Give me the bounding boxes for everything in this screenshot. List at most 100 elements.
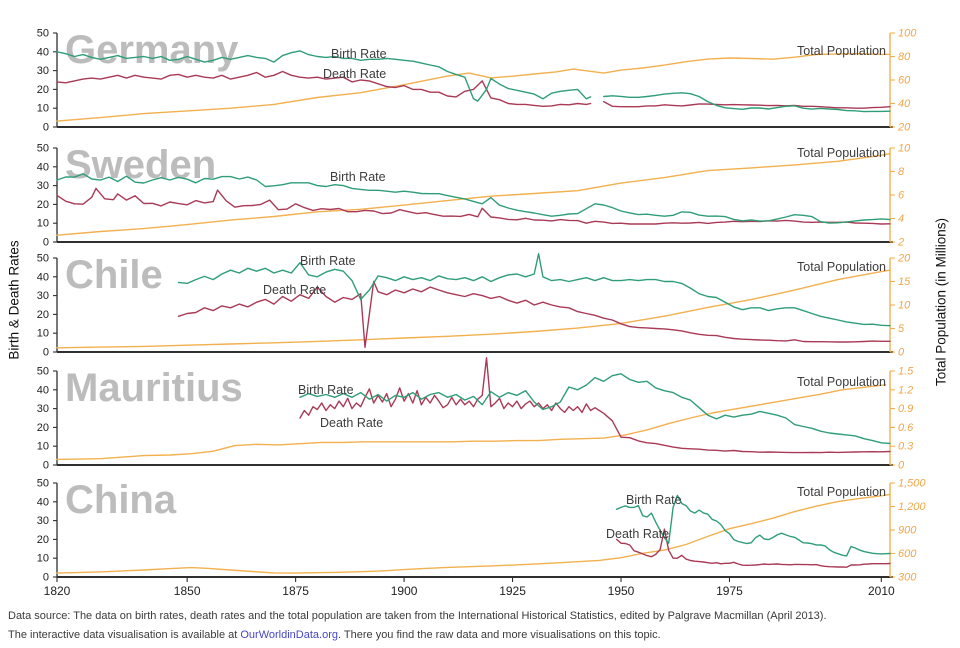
left-tick-label: 30 (37, 290, 49, 302)
right-tick-label: 6 (898, 190, 905, 202)
country-title: China (65, 478, 177, 522)
population-line (56, 269, 891, 349)
total-population-label: Total Population (797, 485, 886, 499)
birth-rate-line (56, 50, 592, 102)
total-population-label: Total Population (797, 146, 886, 160)
left-tick-label: 10 (37, 553, 49, 565)
panel-sweden: Sweden 0 10 20 30 40 50 2 4 6 8 10 Birth Rate Total P… (37, 143, 911, 249)
population-line (56, 493, 891, 574)
right-tick-label: 2 (897, 237, 904, 249)
x-tick-label: 1900 (391, 584, 418, 598)
right-tick-label: 900 (898, 525, 917, 537)
x-tick-label: 2010 (868, 584, 895, 598)
right-tick-label: 1.2 (898, 384, 913, 396)
left-tick-label: 10 (37, 441, 49, 453)
death-rate-line (56, 187, 891, 225)
right-tick-label: 5 (898, 323, 905, 335)
total-population-label: Total Population (797, 44, 886, 58)
death-rate-label: Death Rate (606, 527, 669, 541)
left-tick-label: 30 (37, 403, 49, 415)
country-title: Sweden (65, 143, 216, 187)
left-tick-label: 0 (43, 460, 49, 472)
right-tick-label: 15 (898, 276, 911, 288)
country-title: Chile (65, 253, 163, 297)
left-tick-label: 50 (37, 478, 49, 490)
right-tick-label: 60 (898, 75, 911, 87)
x-tick-label: 1950 (608, 584, 635, 598)
panel-chile: Chile 0 10 20 30 40 50 0 5 10 15 20 Birth Rate Death … (37, 253, 911, 359)
death-rate-label: Death Rate (323, 67, 386, 81)
right-tick-label: 40 (898, 98, 911, 110)
death-rate-line (56, 70, 592, 108)
availability-note: The interactive data visualisation is av… (8, 629, 661, 641)
left-tick-label: 10 (37, 103, 49, 115)
footer: Data source: The data on birth rates, de… (8, 607, 827, 645)
left-tick-label: 10 (37, 218, 49, 230)
left-tick-label: 30 (37, 515, 49, 527)
right-tick-label: 80 (898, 51, 911, 63)
left-tick-label: 50 (37, 143, 49, 155)
right-tick-label: 20 (897, 253, 911, 265)
right-tick-label: 10 (898, 300, 911, 312)
left-tick-label: 20 (37, 422, 49, 434)
left-tick-label: 0 (43, 237, 49, 249)
left-tick-label: 50 (37, 253, 49, 265)
x-tick-label: 1925 (499, 584, 526, 598)
left-tick-label: 40 (37, 161, 49, 173)
x-tick-label: 1820 (44, 584, 71, 598)
right-tick-label: 1.5 (898, 366, 914, 378)
right-tick-label: 1,200 (898, 501, 926, 513)
birth-rate-line (177, 252, 891, 327)
population-line (56, 152, 891, 236)
right-tick-label: 300 (898, 572, 917, 584)
left-tick-label: 40 (37, 271, 49, 283)
left-tick-label: 0 (43, 347, 49, 359)
right-tick-label: 0.6 (898, 422, 914, 434)
left-tick-label: 50 (37, 28, 49, 40)
left-tick-label: 30 (37, 65, 49, 77)
birth-rate-label: Birth Rate (626, 493, 682, 507)
left-tick-label: 20 (37, 84, 49, 96)
x-tick-label: 1975 (716, 584, 743, 598)
ourworldindata-link[interactable]: OurWorldinData.org (240, 629, 338, 641)
right-tick-label: 0.3 (898, 441, 914, 453)
right-tick-label: 4 (898, 213, 904, 225)
left-tick-label: 20 (37, 199, 49, 211)
panel-mauritius: Mauritius 0 10 20 30 40 50 0 0.3 0.6 0.9 1.2 1.5 Birt… (37, 357, 914, 472)
total-population-label: Total Population (797, 260, 886, 274)
x-tick-label: 1875 (282, 584, 309, 598)
birth-rate-line (299, 373, 891, 445)
right-tick-label: 1,500 (898, 478, 926, 490)
right-tick-label: 0.9 (898, 403, 913, 415)
country-title: Mauritius (65, 366, 243, 410)
left-tick-label: 50 (37, 366, 49, 378)
left-tick-label: 20 (37, 309, 49, 321)
birth-rate-line (56, 173, 891, 224)
population-line (56, 53, 891, 122)
birth-rate-label: Birth Rate (330, 170, 386, 184)
death-rate-line (299, 357, 891, 454)
left-tick-label: 0 (43, 572, 49, 584)
left-tick-label: 40 (37, 46, 49, 58)
death-rate-line (177, 280, 891, 349)
panel-china: China 0 10 20 30 40 50 300 600 900 1,200 1,500 Birth… (37, 478, 927, 599)
population-line (56, 384, 887, 461)
right-tick-label: 20 (897, 122, 911, 134)
right-tick-label: 600 (898, 548, 917, 560)
death-rate-line (616, 528, 891, 568)
right-tick-label: 0 (898, 347, 905, 359)
data-source-note: Data source: The data on birth rates, de… (8, 610, 827, 622)
death-rate-line (603, 100, 891, 109)
left-tick-label: 40 (37, 496, 49, 508)
right-tick-label: 100 (898, 28, 917, 40)
x-tick-label: 1850 (174, 584, 201, 598)
left-tick-label: 10 (37, 328, 49, 340)
birth-rate-line (603, 92, 891, 113)
death-rate-label: Death Rate (320, 416, 383, 430)
death-rate-label: Death Rate (263, 283, 326, 297)
birth-rate-label: Birth Rate (331, 47, 387, 61)
right-tick-label: 10 (898, 143, 911, 155)
left-tick-label: 30 (37, 180, 49, 192)
left-tick-label: 20 (37, 534, 49, 546)
